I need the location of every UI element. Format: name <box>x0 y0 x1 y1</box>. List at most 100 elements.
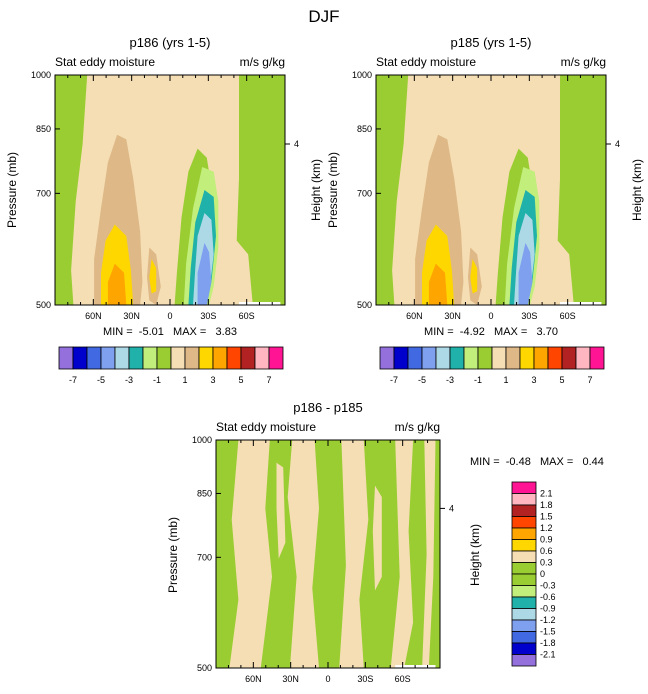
colorbar-label: 3 <box>531 375 536 385</box>
x-tick-label: 30N <box>282 674 299 684</box>
x-tick-label: 30S <box>200 311 216 321</box>
x-tick-label: 0 <box>488 311 493 321</box>
x-tick-label: 30S <box>521 311 537 321</box>
colorbar-label: 1.8 <box>540 500 553 510</box>
contour-region <box>229 440 272 668</box>
x-tick-label: 60S <box>395 674 411 684</box>
y-tick-label: 1000 <box>192 435 212 445</box>
min-max-stats: MIN = -0.48 MAX = 0.44 <box>470 456 604 468</box>
colorbar-box <box>589 346 605 370</box>
colorbar-box <box>72 346 88 370</box>
colorbar-box <box>254 346 270 370</box>
colorbar-label: 7 <box>587 375 592 385</box>
colorbar-label: -1.8 <box>540 638 556 648</box>
colorbar-label: -3 <box>446 375 454 385</box>
colorbar-p185: -7 -5 -3 -1 1 3 5 7 <box>379 346 605 385</box>
min-max-stats: MIN = -5.01 MAX = 3.83 <box>103 326 237 338</box>
contour-region <box>470 259 478 294</box>
colorbar-box <box>156 346 172 370</box>
contour-region <box>149 259 157 294</box>
colorbar-box <box>511 550 537 563</box>
colorbar-box <box>511 562 537 575</box>
colorbar-box <box>379 346 395 370</box>
colorbar-label: 1 <box>182 375 187 385</box>
y-tick-label: 1000 <box>31 70 51 80</box>
colorbar-label: 1 <box>503 375 508 385</box>
colorbar-label: -1.2 <box>540 615 556 625</box>
contour-region <box>197 242 212 305</box>
colorbar-box <box>86 346 102 370</box>
panel-title: p186 (yrs 1-5) <box>130 35 211 50</box>
colorbar-label: 3 <box>210 375 215 385</box>
colorbar-box <box>547 346 563 370</box>
colorbar-label: 2.1 <box>540 489 553 499</box>
contour-region <box>107 263 127 305</box>
contour-region <box>518 242 533 305</box>
colorbar-box <box>511 631 537 644</box>
left-label: Stat eddy moisture <box>376 55 476 69</box>
colorbar-label: -5 <box>418 375 426 385</box>
x-tick-label: 60N <box>245 674 262 684</box>
colorbar-box <box>511 608 537 621</box>
colorbar-label: -2.1 <box>540 650 556 660</box>
panel-title: p186 - p185 <box>293 400 362 415</box>
x-tick-label: 30N <box>444 311 461 321</box>
colorbar-box <box>511 516 537 529</box>
colorbar-label: 5 <box>559 375 564 385</box>
right-tick-label: 4 <box>615 139 620 149</box>
colorbar-label: -1.5 <box>540 627 556 637</box>
colorbar-p186: -7 -5 -3 -1 1 3 5 7 <box>58 346 284 385</box>
colorbar-box <box>575 346 591 370</box>
left-label: Stat eddy moisture <box>216 420 316 434</box>
colorbar-box <box>511 596 537 609</box>
colorbar-label: 0 <box>540 569 545 579</box>
colorbar-box <box>142 346 158 370</box>
right-label: m/s g/kg <box>240 55 285 69</box>
panel-difference: p186 - p185 Stat eddy moisture m/s g/kg … <box>166 400 604 684</box>
y-axis-right-label: Height (km) <box>309 159 323 221</box>
colorbar-box <box>477 346 493 370</box>
x-tick-label: 0 <box>325 674 330 684</box>
colorbar-label: -0.9 <box>540 604 556 614</box>
colorbar-box <box>561 346 577 370</box>
y-tick-label: 1000 <box>352 70 372 80</box>
colorbar-box <box>240 346 256 370</box>
colorbar-box <box>511 539 537 552</box>
axes: 500 700 850 1000 4 60N 30N 0 30S 60S <box>352 70 620 321</box>
colorbar-label: 0.3 <box>540 558 553 568</box>
colorbar-box <box>128 346 144 370</box>
colorbar-box <box>435 346 451 370</box>
contour-field <box>216 440 440 668</box>
axes: 500 700 850 1000 4 60N 30N 0 30S 60S <box>192 435 454 684</box>
colorbar-box <box>511 527 537 540</box>
colorbar-label: 7 <box>266 375 271 385</box>
colorbar-box <box>463 346 479 370</box>
contour-region <box>390 440 414 668</box>
contour-field <box>55 75 285 305</box>
min-max-stats: MIN = -4.92 MAX = 3.70 <box>424 326 558 338</box>
colorbar-label: -5 <box>97 375 105 385</box>
y-tick-label: 850 <box>36 124 51 134</box>
colorbar-label: -1 <box>474 375 482 385</box>
left-label: Stat eddy moisture <box>55 55 155 69</box>
colorbar-box <box>533 346 549 370</box>
y-axis-label: Pressure (mb) <box>326 152 340 228</box>
colorbar-box <box>491 346 507 370</box>
y-axis-label: Pressure (mb) <box>166 517 180 593</box>
y-axis-right-label: Height (km) <box>468 524 482 586</box>
colorbar-label: 0.9 <box>540 535 553 545</box>
x-tick-label: 30S <box>357 674 373 684</box>
right-label: m/s g/kg <box>561 55 606 69</box>
x-tick-label: 60S <box>239 311 255 321</box>
contour-region <box>428 263 448 305</box>
colorbar-box <box>511 654 537 667</box>
contour-region <box>376 75 409 305</box>
colorbar-box <box>511 642 537 655</box>
x-tick-label: 60S <box>560 311 576 321</box>
contour-region <box>546 254 574 305</box>
contour-field <box>376 75 606 305</box>
panel-title: p185 (yrs 1-5) <box>451 35 532 50</box>
y-axis-label: Pressure (mb) <box>5 152 19 228</box>
colorbar-box <box>519 346 535 370</box>
